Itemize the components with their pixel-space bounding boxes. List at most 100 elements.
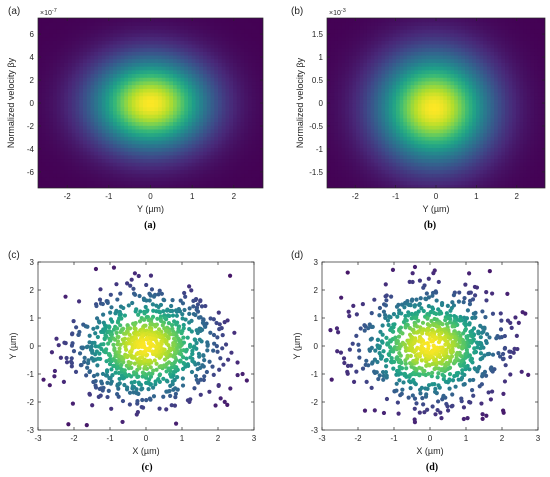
heatmap-cell (154, 21, 159, 26)
heatmap-cell (392, 165, 397, 171)
heatmap-cell (221, 21, 227, 26)
heatmap-cell (497, 180, 502, 185)
heatmap-cell (381, 184, 386, 188)
heatmap-cell (497, 95, 502, 100)
heatmap-cell (406, 51, 412, 56)
heatmap-cell (461, 73, 466, 78)
heatmap-cell (124, 29, 129, 34)
heatmap-cell (486, 106, 492, 111)
heatmap-cell (150, 125, 155, 130)
heatmap-cell (454, 103, 459, 108)
heatmap-cell (454, 125, 459, 130)
heatmap-cell (486, 132, 492, 137)
heatmap-cell (71, 69, 77, 75)
heatmap-cell (345, 136, 350, 141)
y-axis-label: Normalized velocity βy (6, 57, 16, 148)
heatmap-cell (214, 62, 219, 67)
heatmap-cell (221, 47, 227, 52)
heatmap-cell (363, 80, 368, 86)
heatmap-cell (139, 117, 144, 123)
heatmap-cell (184, 69, 189, 75)
heatmap-cell (337, 158, 343, 163)
heatmap-cell (90, 136, 95, 141)
heatmap-cell (439, 106, 444, 111)
heatmap-cell (475, 176, 481, 182)
heatmap-cell (105, 47, 110, 52)
heatmap-cell (86, 128, 92, 134)
heatmap-cell (406, 110, 412, 115)
heatmap-cell (225, 25, 230, 30)
heatmap-cell (135, 73, 140, 78)
heatmap-cell (530, 103, 535, 108)
heatmap-cell (359, 77, 364, 82)
heatmap-cell (519, 62, 524, 67)
heatmap-cell (443, 136, 448, 141)
heatmap-cell (501, 147, 506, 152)
heatmap-cell (534, 184, 539, 188)
heatmap-cell (541, 173, 545, 178)
heatmap-cell (49, 125, 54, 130)
heatmap-cell (188, 77, 193, 82)
heatmap-cell (120, 51, 125, 56)
heatmap-cell (83, 106, 88, 111)
heatmap-cell (490, 184, 495, 188)
heatmap-cell (465, 114, 470, 119)
heatmap-cell (244, 139, 249, 145)
heatmap-cell (203, 80, 208, 86)
heatmap-cell (465, 147, 470, 152)
heatmap-cell (414, 125, 419, 130)
heatmap-cell (45, 47, 50, 52)
heatmap-cell (501, 88, 506, 93)
heatmap-cell (86, 151, 92, 156)
heatmap-cell (468, 88, 473, 93)
heatmap-cell (180, 154, 185, 160)
heatmap-cell (341, 51, 346, 56)
heatmap-cell (374, 84, 379, 89)
heatmap-cell (218, 114, 223, 119)
heatmap-cell (443, 121, 448, 126)
heatmap-cell (251, 173, 257, 178)
heatmap-cell (158, 47, 163, 52)
heatmap-cell (128, 25, 133, 30)
heatmap-cell (169, 184, 174, 188)
heatmap-cell (406, 136, 412, 141)
heatmap-cell (370, 147, 375, 152)
heatmap-cell (139, 158, 144, 163)
heatmap-cell (105, 147, 110, 152)
heatmap-cell (169, 139, 174, 145)
heatmap-cell (345, 147, 350, 152)
heatmap-cell (53, 80, 58, 86)
heatmap-cell (240, 43, 245, 49)
heatmap-cell (541, 69, 545, 75)
heatmap-cell (71, 51, 77, 56)
heatmap-cell (248, 66, 253, 71)
heatmap-cell (425, 54, 430, 60)
heatmap-cell (41, 51, 47, 56)
heatmap-cell (244, 29, 249, 34)
heatmap-cell (428, 173, 433, 178)
heatmap-cell (439, 117, 444, 123)
heatmap-cell (184, 36, 189, 41)
heatmap-cell (229, 99, 234, 104)
heatmap-cell (374, 110, 379, 115)
heatmap-cell (363, 91, 368, 97)
heatmap-cell (184, 18, 189, 23)
heatmap-cell (337, 66, 343, 71)
heatmap-cell (348, 106, 354, 111)
heatmap-cell (530, 106, 535, 111)
heatmap-cell (425, 58, 430, 63)
heatmap-cell (537, 158, 542, 163)
heatmap-cell (330, 139, 335, 145)
heatmap-cell (105, 21, 110, 26)
heatmap-cell (255, 176, 260, 182)
heatmap-cell (490, 165, 495, 171)
heatmap-cell (41, 139, 47, 145)
heatmap-cell (475, 88, 481, 93)
heatmap-cell (381, 158, 386, 163)
heatmap-cell (251, 132, 257, 137)
heatmap-cell (381, 77, 386, 82)
heatmap-cell (105, 58, 110, 63)
heatmap-cell (244, 58, 249, 63)
heatmap-cell (443, 180, 448, 185)
heatmap-cell (86, 25, 92, 30)
